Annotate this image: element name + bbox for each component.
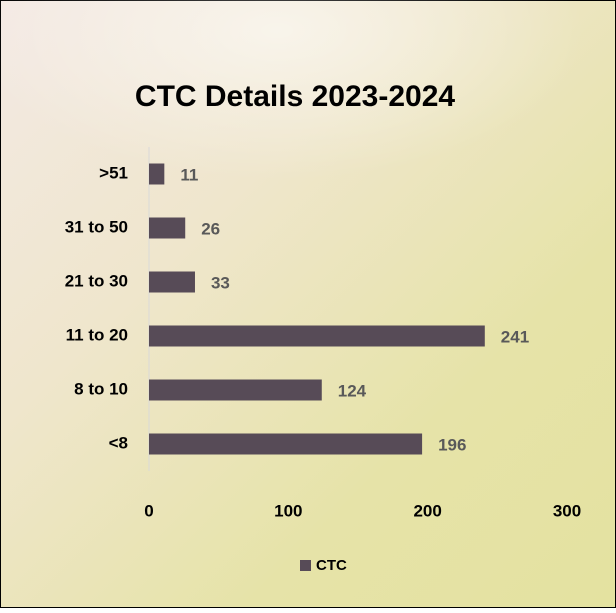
data-label: 124 bbox=[338, 381, 367, 400]
data-label: 26 bbox=[201, 219, 220, 238]
legend-swatch bbox=[300, 560, 311, 571]
data-label: 196 bbox=[438, 435, 466, 454]
y-tick-label: 21 to 30 bbox=[65, 271, 128, 290]
data-label: 33 bbox=[211, 273, 230, 292]
y-tick-label: 31 to 50 bbox=[65, 217, 128, 236]
x-tick-label: 0 bbox=[144, 501, 153, 520]
y-tick-label: 8 to 10 bbox=[74, 379, 128, 398]
data-label: 11 bbox=[180, 165, 198, 184]
data-label: 241 bbox=[501, 327, 529, 346]
legend-label: CTC bbox=[316, 557, 347, 574]
bar bbox=[149, 217, 186, 239]
x-tick-label: 200 bbox=[413, 501, 441, 520]
x-tick-label: 300 bbox=[553, 501, 581, 520]
y-tick-label: <8 bbox=[109, 433, 128, 452]
bar bbox=[149, 325, 485, 347]
decoration bbox=[0, 0, 616, 301]
bar bbox=[149, 379, 322, 401]
bar bbox=[149, 433, 423, 455]
bar bbox=[149, 271, 195, 293]
y-tick-label: 11 to 20 bbox=[66, 325, 128, 344]
y-tick-label: >51 bbox=[99, 163, 128, 182]
x-tick-label: 100 bbox=[274, 501, 302, 520]
chart-title: CTC Details 2023-2024 bbox=[135, 80, 455, 113]
bar bbox=[149, 163, 165, 185]
